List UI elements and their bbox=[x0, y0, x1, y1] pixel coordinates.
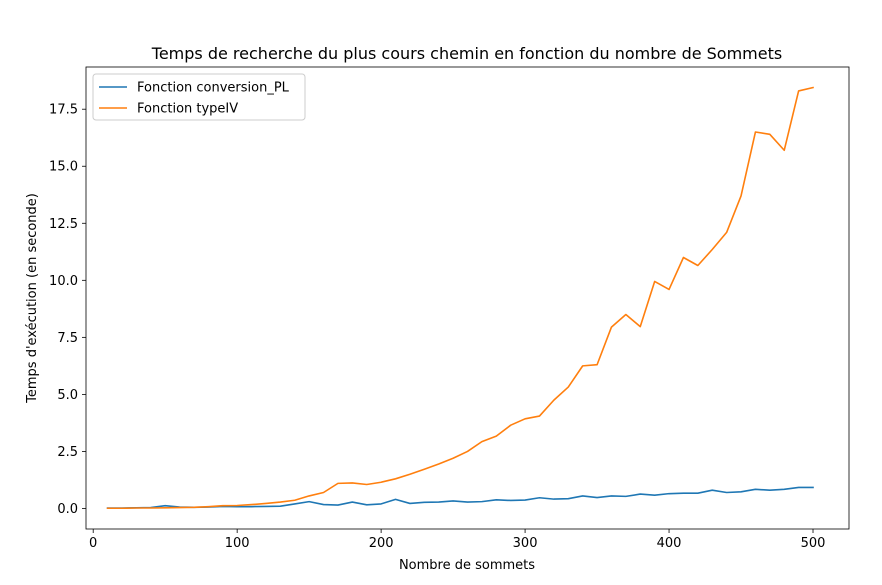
y-tick-label: 15.0 bbox=[49, 160, 78, 175]
x-tick-label: 100 bbox=[225, 536, 250, 551]
x-axis-label: Nombre de sommets bbox=[399, 558, 535, 573]
plot-area bbox=[86, 67, 849, 529]
plot-frame bbox=[85, 66, 850, 530]
legend-label-1: Fonction conversion_PL bbox=[137, 81, 290, 96]
y-axis-label: Temps d'exécution (en seconde) bbox=[25, 193, 40, 404]
y-axis: 0.0 2.5 5.0 7.5 10.0 12.5 15.0 17.5 bbox=[49, 103, 86, 517]
y-tick-label: 2.5 bbox=[57, 445, 78, 460]
legend-box bbox=[92, 73, 306, 121]
x-tick-label: 200 bbox=[369, 536, 394, 551]
chart-title: Temps de recherche du plus cours chemin … bbox=[151, 44, 782, 63]
x-axis: 0 100 200 300 400 500 bbox=[89, 529, 825, 551]
x-tick-label: 300 bbox=[513, 536, 538, 551]
legend-label-2: Fonction typeIV bbox=[137, 102, 238, 117]
y-tick-label: 7.5 bbox=[57, 331, 78, 346]
y-tick-label: 5.0 bbox=[57, 388, 78, 403]
x-tick-label: 500 bbox=[801, 536, 826, 551]
series-layer bbox=[106, 86, 814, 510]
series-line-2 bbox=[106, 86, 814, 510]
x-tick-label: 400 bbox=[657, 536, 682, 551]
y-tick-label: 0.0 bbox=[57, 502, 78, 517]
legend: Fonction conversion_PL Fonction typeIV bbox=[92, 73, 306, 121]
plot-background bbox=[86, 67, 849, 529]
y-tick-label: 10.0 bbox=[49, 274, 78, 289]
x-tick-label: 0 bbox=[89, 536, 97, 551]
y-tick-label: 12.5 bbox=[49, 217, 78, 232]
y-tick-label: 17.5 bbox=[49, 103, 78, 118]
